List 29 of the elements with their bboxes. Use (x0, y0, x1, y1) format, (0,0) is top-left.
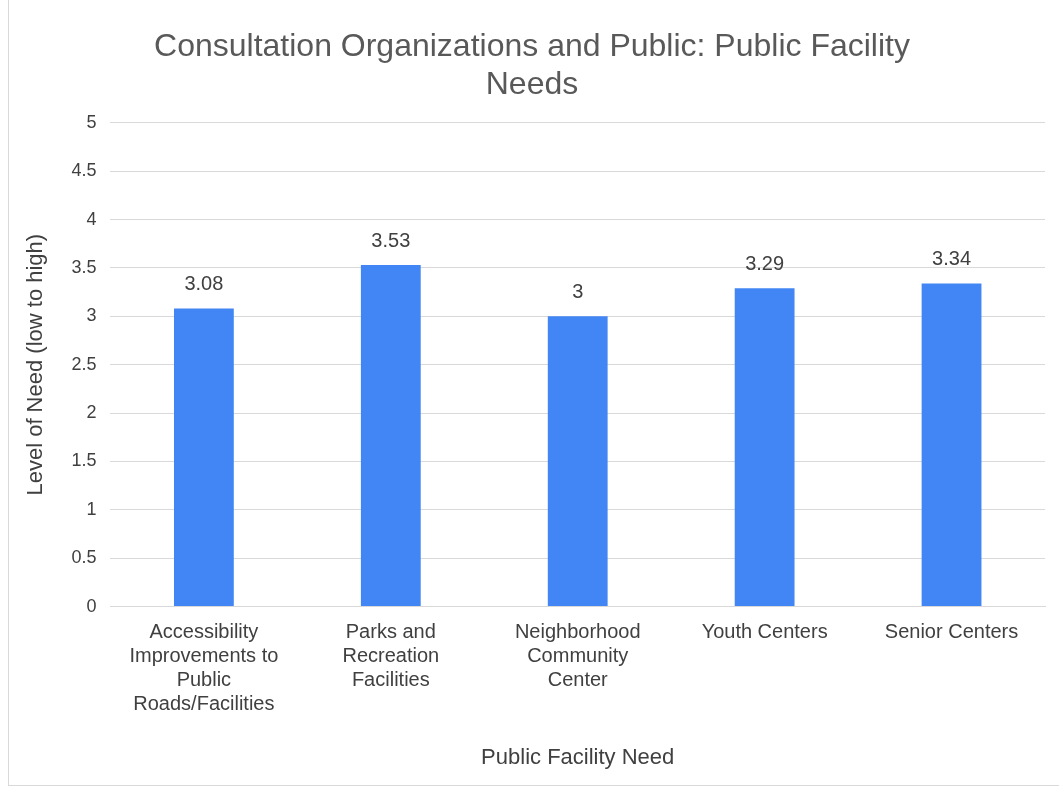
y-tick-label: 4 (86, 208, 97, 229)
bar (360, 265, 421, 607)
x-tick-label: Youth Centers (701, 620, 828, 643)
chart-title: Consultation Organizations and Public: Public Facility Needs (154, 27, 910, 102)
x-axis-title: Public Facility Need (481, 743, 675, 769)
y-tick-label: 0.5 (71, 547, 97, 568)
x-tick-label: Senior Centers (884, 620, 1019, 643)
y-tick-label: 2 (86, 402, 97, 423)
bar (734, 288, 795, 607)
bar (547, 316, 608, 607)
data-label: 3.53 (371, 228, 411, 251)
y-tick-label: 3 (86, 305, 97, 326)
x-tick-label: Neighborhood Community Center (514, 620, 641, 691)
data-label: 3.08 (184, 272, 224, 295)
x-tick-label: Accessibility Improvements to Public Roads/Facilities (129, 620, 279, 715)
y-tick-label: 0 (86, 595, 97, 616)
bar (173, 308, 234, 607)
y-tick-label: 3.5 (71, 256, 97, 277)
data-label: 3 (572, 279, 584, 302)
y-tick-label: 4.5 (71, 160, 97, 181)
data-label: 3.29 (745, 251, 785, 274)
y-tick-label: 1.5 (71, 450, 97, 471)
data-label: 3.34 (932, 246, 972, 269)
y-tick-label: 2.5 (71, 353, 97, 374)
y-axis-title: Level of Need (low to high) (22, 233, 48, 496)
bar (921, 283, 982, 607)
y-tick-label: 5 (86, 111, 97, 132)
x-tick-label: Parks and Recreation Facilities (342, 620, 440, 691)
y-tick-label: 1 (86, 498, 97, 519)
